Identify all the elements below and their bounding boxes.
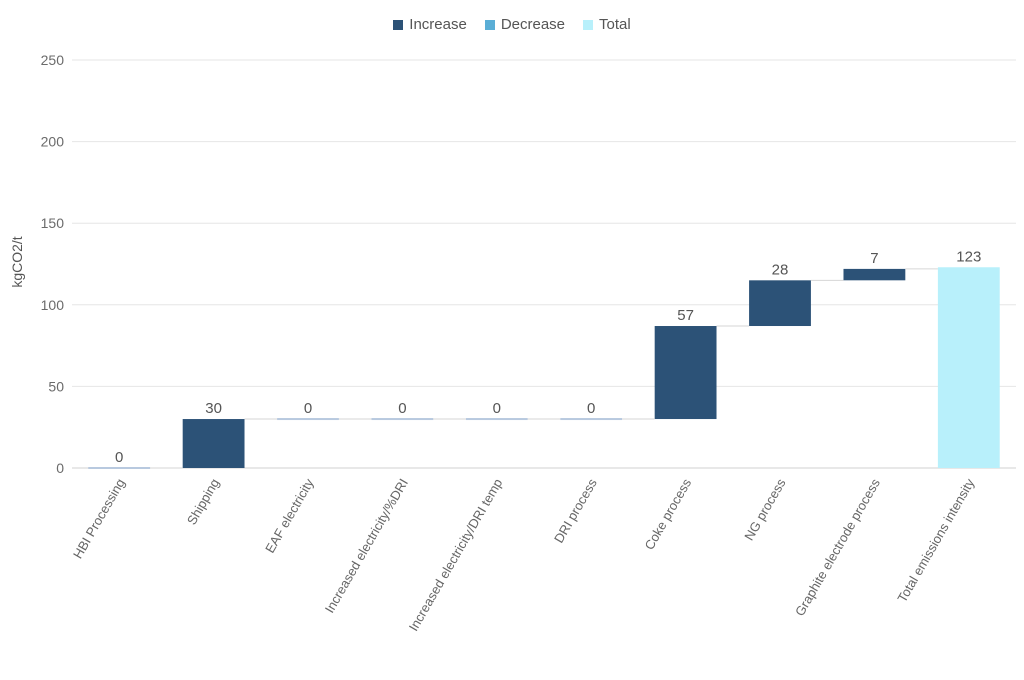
x-category-label: HBI Processing — [70, 476, 128, 561]
data-label-1: 30 — [205, 400, 222, 417]
y-tick-label: 100 — [41, 297, 65, 313]
legend-label-total: Total — [599, 16, 631, 33]
y-tick-label: 250 — [41, 52, 65, 68]
y-tick-label: 50 — [48, 378, 64, 394]
x-category-label: Increased electricity/%DRI — [322, 476, 411, 616]
legend-swatch-total — [583, 19, 594, 30]
legend-swatch-decrease — [484, 19, 495, 30]
bar-6 — [654, 326, 717, 420]
legend-item-increase: Increase — [393, 16, 467, 33]
data-label-4: 0 — [493, 400, 501, 417]
x-category-label: Increased electricity/DRI temp — [406, 476, 506, 634]
bar-3 — [371, 418, 434, 421]
legend-swatch-increase — [393, 19, 404, 30]
data-label-2: 0 — [304, 400, 312, 417]
bar-4 — [465, 418, 528, 421]
data-label-0: 0 — [115, 449, 123, 466]
y-tick-label: 150 — [41, 215, 65, 231]
y-tick-label: 200 — [41, 134, 65, 150]
y-tick-label: 0 — [56, 460, 64, 476]
data-label-9: 123 — [956, 248, 981, 265]
x-category-label: DRI process — [551, 476, 600, 546]
data-label-8: 7 — [870, 250, 878, 267]
bar-8 — [843, 268, 906, 281]
x-category-label: EAF electricity — [262, 476, 317, 556]
bar-1 — [182, 419, 245, 468]
x-category-label: NG process — [741, 476, 789, 543]
legend-item-total: Total — [583, 16, 631, 33]
bar-0 — [88, 467, 151, 469]
bar-9 — [937, 267, 1000, 468]
x-category-label: Graphite electrode process — [792, 476, 883, 619]
legend-item-decrease: Decrease — [484, 16, 566, 33]
data-label-7: 28 — [772, 261, 789, 278]
legend-label-increase: Increase — [409, 16, 467, 33]
x-category-label: Total emissions intensity — [894, 476, 977, 605]
data-label-3: 0 — [398, 400, 406, 417]
legend-label-decrease: Decrease — [500, 16, 566, 33]
data-label-5: 0 — [587, 400, 595, 417]
bar-5 — [560, 418, 623, 421]
bar-2 — [277, 418, 339, 421]
data-label-6: 57 — [677, 307, 694, 324]
x-category-label: Shipping — [184, 476, 222, 527]
bar-7 — [749, 280, 811, 327]
legend: Increase Decrease Total — [0, 16, 1024, 33]
x-category-label: Coke process — [641, 476, 694, 553]
